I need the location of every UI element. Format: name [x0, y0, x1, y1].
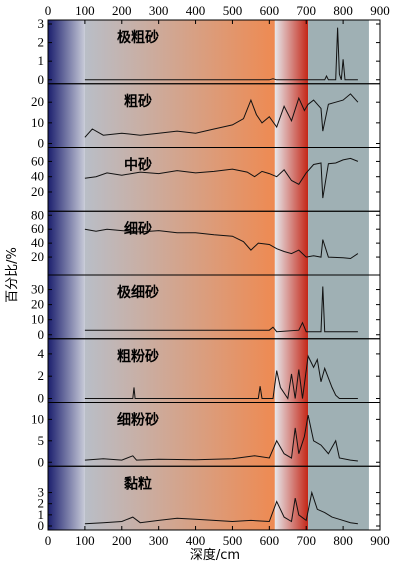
y-tick-label: 10: [31, 115, 44, 130]
panel-name: 细砂: [124, 220, 152, 237]
series-line: [84, 157, 359, 199]
y-tick-label: 30: [31, 282, 44, 297]
y-tick-label: 2: [38, 368, 45, 383]
y-tick-label: 0: [38, 136, 45, 151]
x-tick-label: 700: [296, 3, 316, 18]
y-tick-label: 20: [31, 297, 44, 312]
series-line: [84, 93, 359, 138]
x-tick-label: 600: [260, 3, 280, 18]
series-line: [84, 228, 359, 260]
x-tick-label: 0: [45, 3, 52, 18]
x-tick-label: 200: [112, 533, 132, 548]
panel: 0 2 4 粗粉砂: [38, 338, 381, 406]
x-tick-label: 900: [370, 3, 390, 18]
x-tick-label: 700: [296, 533, 316, 548]
x-tick-label: 0: [45, 533, 52, 548]
y-tick-label: 40: [31, 169, 44, 184]
x-tick-label: 300: [149, 3, 169, 18]
series-line: [84, 286, 358, 333]
y-tick-label: 10: [31, 411, 44, 426]
y-tick-label: 2: [38, 496, 45, 511]
y-tick-label: 0: [38, 518, 45, 533]
y-tick-label: 3: [38, 485, 45, 500]
panel-name: 中砂: [124, 157, 152, 174]
x-tick-label: 500: [223, 533, 243, 548]
y-tick-label: 80: [31, 207, 44, 222]
y-tick-label: 60: [31, 153, 44, 168]
x-tick-label: 400: [186, 3, 206, 18]
y-tick-label: 2: [38, 35, 45, 50]
y-tick-label: 20: [31, 94, 44, 109]
x-tick-label: 100: [75, 533, 95, 548]
series-line: [84, 490, 358, 525]
x-tick-label: 800: [333, 533, 353, 548]
panel-frame: [47, 465, 381, 531]
y-tick-label: 10: [31, 312, 44, 327]
y-tick-label: 4: [38, 346, 45, 361]
x-tick-label: 800: [333, 3, 353, 18]
y-tick-label: 5: [38, 433, 45, 448]
x-tick-label: 400: [186, 533, 206, 548]
panel-name: 粗砂: [124, 93, 152, 110]
y-tick-label: 20: [31, 184, 44, 199]
x-tick-label: 500: [223, 3, 243, 18]
x-tick-label: 200: [112, 3, 132, 18]
y-tick-label: 60: [31, 221, 44, 236]
y-tick-label: 20: [31, 249, 44, 264]
y-tick-label: 0: [38, 72, 45, 87]
y-tick-label: 1: [38, 507, 45, 522]
panel-name: 黏粒: [124, 475, 152, 492]
y-tick-label: 0: [38, 391, 45, 406]
panel-name: 粗粉砂: [117, 348, 159, 365]
x-axis-label: 深度/cm: [190, 547, 240, 563]
series-line: [84, 414, 358, 462]
y-tick-label: 1: [38, 53, 45, 68]
x-axis: 0 0 100 100 200 200 300 300 400 400 500 500 600 600 70…: [45, 3, 390, 548]
x-tick-label: 600: [260, 533, 280, 548]
panel-name: 极粗砂: [117, 29, 159, 46]
y-axis-label: 百分比/%: [5, 247, 20, 303]
y-tick-label: 0: [38, 327, 45, 342]
panel-name: 细粉砂: [117, 412, 159, 429]
series-line: [84, 27, 358, 81]
y-tick-label: 0: [38, 454, 45, 469]
y-tick-label: 40: [31, 235, 44, 250]
panel-name: 极细砂: [117, 284, 159, 301]
x-tick-label: 900: [370, 533, 390, 548]
x-tick-label: 300: [149, 533, 169, 548]
series-line: [84, 354, 358, 400]
y-tick-label: 3: [38, 16, 45, 31]
x-tick-label: 100: [75, 3, 95, 18]
